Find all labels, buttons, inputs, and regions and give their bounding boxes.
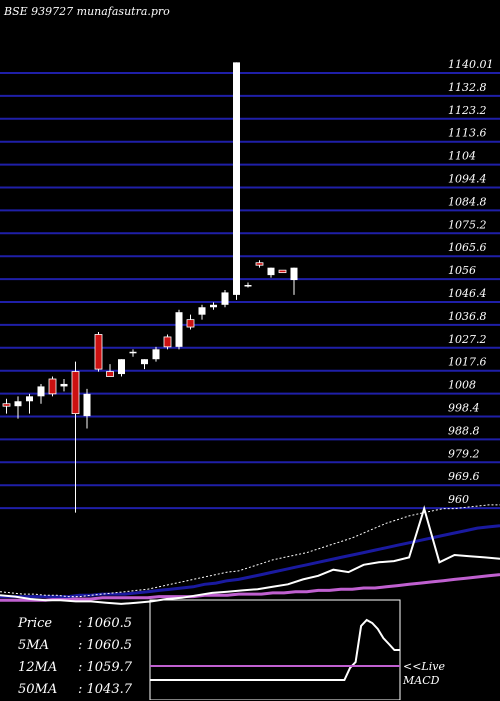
macd-legend: <<Live MACD bbox=[403, 660, 445, 688]
candle-down bbox=[71, 371, 80, 415]
ma-mid-line bbox=[0, 524, 500, 599]
price-info-box: Price : 1060.5 5MA : 1060.5 12MA : 1059.… bbox=[18, 613, 132, 701]
price-tick-label: 1027.2 bbox=[448, 333, 487, 346]
candle-down bbox=[255, 262, 264, 266]
macd-frame bbox=[149, 599, 401, 700]
candle-up bbox=[14, 401, 22, 407]
candle-up bbox=[210, 304, 217, 308]
ma-fast-line bbox=[0, 504, 500, 598]
ma12-label: 12MA bbox=[18, 660, 58, 675]
ma12-row: 12MA : 1059.7 bbox=[18, 657, 132, 679]
macd-panel bbox=[149, 599, 401, 700]
chart-title: BSE 939727 munafasutra.pro bbox=[4, 5, 170, 18]
candle-up bbox=[129, 351, 137, 354]
candle-up bbox=[233, 62, 240, 295]
candle-up bbox=[290, 267, 298, 281]
price-tick-label: 969.6 bbox=[448, 470, 480, 483]
candle-up bbox=[60, 383, 68, 387]
candle-down bbox=[278, 269, 287, 274]
price-tick-label: 979.2 bbox=[448, 447, 480, 460]
candle-down bbox=[94, 334, 103, 370]
price-tick-label: 960 bbox=[448, 493, 469, 506]
price-tick-label: 1065.6 bbox=[448, 241, 487, 254]
candle-up bbox=[198, 307, 206, 315]
price-tick-label: 1008 bbox=[448, 379, 476, 392]
ma5-value: : 1060.5 bbox=[78, 638, 132, 653]
price-tick-label: 1140.01 bbox=[448, 58, 494, 71]
candle-down bbox=[106, 371, 114, 377]
price-tick-label: 1104 bbox=[448, 150, 476, 163]
price-value: : 1060.5 bbox=[78, 616, 132, 631]
price-tick-label: 988.8 bbox=[448, 424, 480, 437]
price-grid bbox=[0, 72, 500, 510]
price-tick-label: 998.4 bbox=[448, 402, 480, 415]
candlestick-series bbox=[2, 62, 298, 513]
candle-up bbox=[267, 267, 275, 276]
candle-down bbox=[186, 319, 195, 328]
macd-line bbox=[150, 618, 400, 681]
price-tick-label: 1046.4 bbox=[448, 287, 487, 300]
price-label: Price bbox=[18, 616, 53, 631]
price-tick-label: 1132.8 bbox=[448, 81, 487, 94]
price-tick-label: 1056 bbox=[448, 264, 476, 277]
ma5-row: 5MA : 1060.5 bbox=[18, 635, 132, 657]
price-tick-label: 1075.2 bbox=[448, 218, 487, 231]
candle-down bbox=[2, 403, 11, 407]
price-row: Price : 1060.5 bbox=[18, 613, 132, 635]
price-tick-label: 1123.2 bbox=[448, 104, 487, 117]
ma5-label: 5MA bbox=[18, 638, 49, 653]
candle-up bbox=[26, 396, 33, 402]
moving-average-lines bbox=[0, 504, 500, 605]
ma12-value: : 1059.7 bbox=[78, 660, 132, 675]
macd-label: MACD bbox=[403, 674, 440, 687]
candle-up bbox=[244, 285, 252, 287]
live-label: <<Live bbox=[403, 660, 445, 673]
candle-up bbox=[175, 312, 183, 347]
candle-down bbox=[163, 336, 172, 348]
candle-up bbox=[118, 359, 125, 375]
ma50-label: 50MA bbox=[18, 682, 58, 697]
price-tick-label: 1036.8 bbox=[448, 310, 487, 323]
candle-up bbox=[37, 386, 45, 397]
ma-slow-line bbox=[0, 573, 500, 602]
ma50-value: : 1043.7 bbox=[78, 682, 132, 697]
candle-up bbox=[152, 349, 160, 360]
ma50-row: 50MA : 1043.7 bbox=[18, 679, 132, 701]
price-tick-label: 1094.4 bbox=[448, 173, 487, 186]
price-tick-label: 1017.6 bbox=[448, 356, 487, 369]
price-tick-label: 1113.6 bbox=[448, 127, 487, 140]
candle-down bbox=[48, 378, 57, 395]
price-trend-line bbox=[0, 505, 500, 605]
candle-up bbox=[83, 393, 91, 417]
candle-up bbox=[141, 359, 148, 365]
candle-up bbox=[221, 292, 229, 305]
price-axis: 1140.01 1132.8 1123.2 1113.6 1104 1094.4 1084.… bbox=[448, 58, 494, 506]
price-tick-label: 1084.8 bbox=[448, 195, 487, 208]
